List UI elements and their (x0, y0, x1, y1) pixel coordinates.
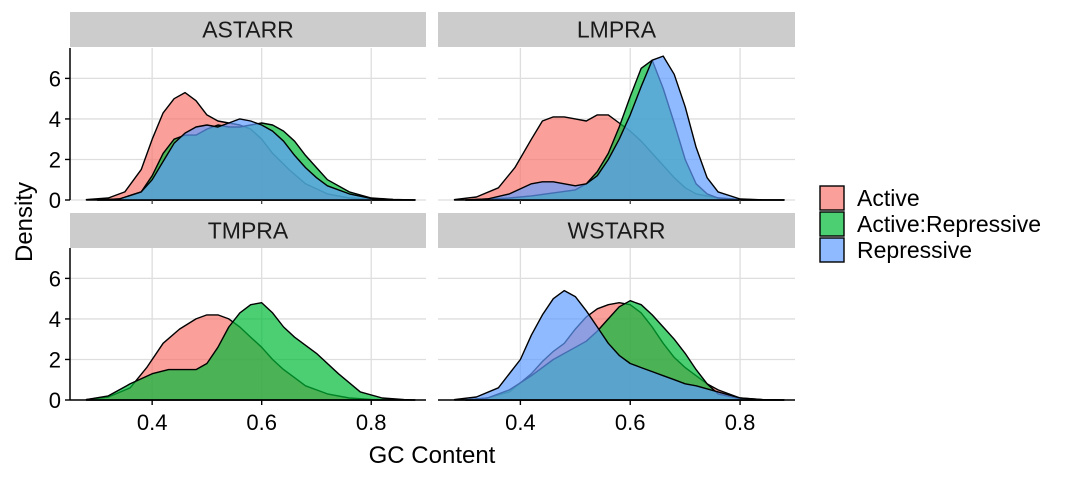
legend-swatch (819, 185, 845, 211)
panel-strip-wstarr (438, 213, 795, 248)
y-tick-label: 6 (49, 66, 61, 91)
y-tick-label: 2 (49, 347, 61, 372)
panel-astarr: ASTARR 0 2 4 6 (49, 12, 426, 213)
y-tick-label: 0 (49, 388, 61, 413)
panel-strip-tmpra (70, 213, 426, 248)
panel-title-tmpra: TMPRA (208, 218, 289, 244)
legend-label: Repressive (857, 237, 972, 263)
y-tick-label: 0 (49, 188, 61, 213)
density-area-repressive (96, 118, 416, 201)
legend-label: Active:Repressive (857, 211, 1041, 237)
legend-item-active: Active (819, 185, 920, 211)
panel-lmpra: LMPRA (438, 12, 795, 204)
y-tick-label: 6 (49, 266, 61, 291)
panel-title-wstarr: WSTARR (568, 218, 666, 244)
panel-strip-lmpra (438, 12, 795, 47)
x-tick-label: 0.8 (725, 410, 756, 435)
y-axis-title: Density (11, 182, 38, 262)
x-tick-label: 0.4 (137, 410, 168, 435)
density-area-repressive (453, 289, 785, 401)
legend-swatch (819, 211, 845, 237)
panel-tmpra: TMPRA 0 2 4 6 0.4 0.6 0.8 (49, 213, 426, 435)
y-tick-label: 2 (49, 147, 61, 172)
legend-item-repressive: Repressive (819, 237, 972, 263)
panel-strip-astarr (70, 12, 426, 47)
x-tick-label: 0.6 (615, 410, 646, 435)
panel-title-lmpra: LMPRA (577, 17, 657, 43)
x-tick-label: 0.4 (505, 410, 536, 435)
panel-wstarr: WSTARR 0.4 0.6 0.8 (438, 213, 795, 435)
y-tick-label: 4 (49, 107, 61, 132)
legend-item-active-repressive: Active:Repressive (819, 211, 1041, 237)
legend-swatch (819, 237, 845, 263)
legend-label: Active (857, 185, 920, 211)
x-tick-label: 0.6 (246, 410, 277, 435)
x-axis-title: GC Content (369, 442, 496, 469)
y-tick-label: 4 (49, 307, 61, 332)
density-area-active-repressive (85, 302, 416, 401)
panel-title-astarr: ASTARR (202, 17, 294, 43)
panels-group: ASTARR 0 2 4 6 LMPRA TMPRA 0 2 4 6 0.4 0.6 0.8 WSTARR 0… (49, 12, 795, 435)
x-tick-label: 0.8 (356, 410, 387, 435)
density-area-repressive (464, 55, 785, 201)
